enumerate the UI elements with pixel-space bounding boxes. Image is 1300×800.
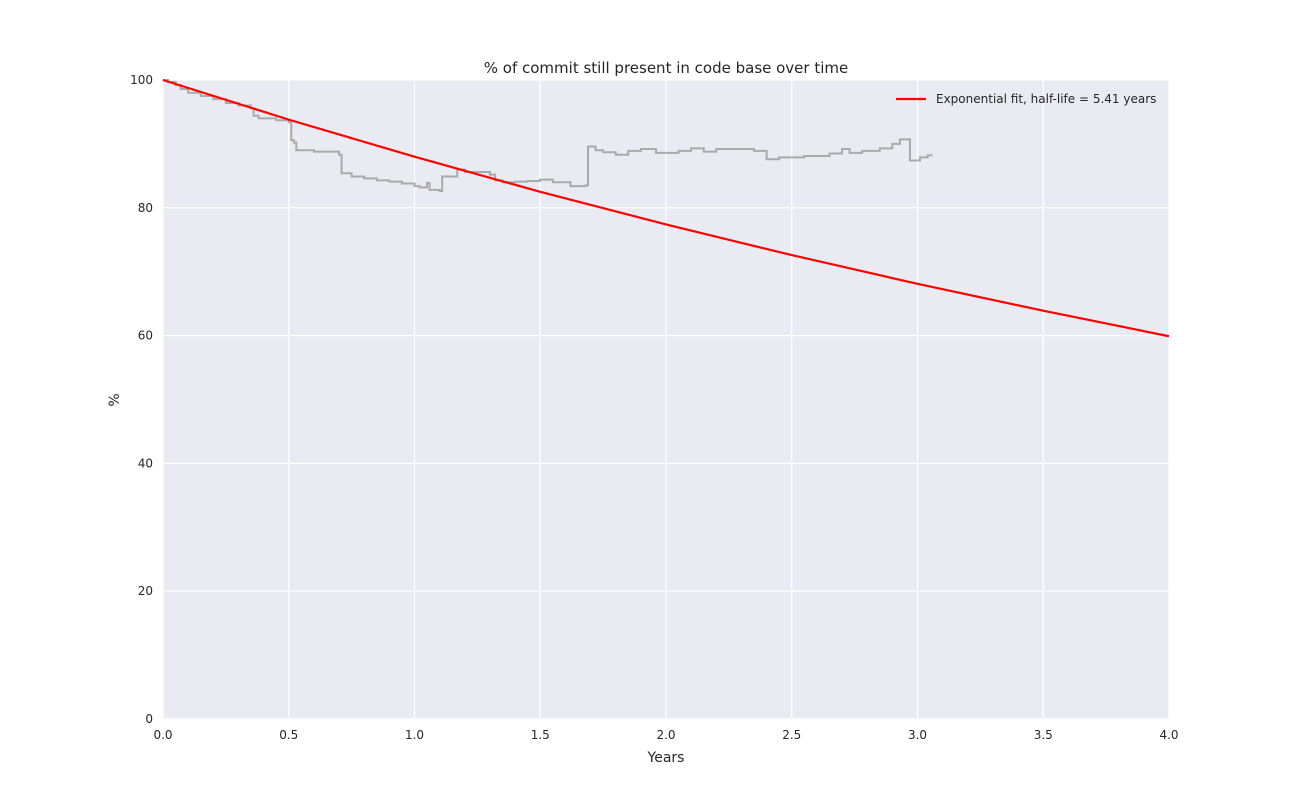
x-tick-label: 4.0 <box>1159 728 1178 742</box>
y-tick-label: 80 <box>138 201 153 215</box>
chart-title: % of commit still present in code base o… <box>484 59 848 77</box>
x-tick-label: 0.5 <box>279 728 298 742</box>
exponential-fit-line <box>162 78 1170 338</box>
series-layer <box>162 78 1170 338</box>
y-tick-label: 100 <box>130 73 153 87</box>
x-tick-label: 0.0 <box>153 728 172 742</box>
y-tick-label: 40 <box>138 456 153 470</box>
x-tick-label: 3.5 <box>1034 728 1053 742</box>
legend: Exponential fit, half-life = 5.41 years <box>896 92 1156 106</box>
x-axis-label: Years <box>647 750 685 766</box>
x-tick-label: 1.0 <box>405 728 424 742</box>
x-tick-label: 1.5 <box>531 728 550 742</box>
x-axis-ticks: 0.0 0.5 1.0 1.5 2.0 2.5 3.0 3.5 4.0 <box>153 728 1178 742</box>
commit-retention-line <box>163 79 933 193</box>
y-tick-label: 60 <box>138 329 153 343</box>
x-tick-label: 2.5 <box>782 728 801 742</box>
y-axis-label: % <box>107 393 123 406</box>
y-axis-ticks: 0 20 40 60 80 100 <box>130 73 153 726</box>
legend-label: Exponential fit, half-life = 5.41 years <box>936 92 1156 106</box>
x-tick-label: 3.0 <box>908 728 927 742</box>
y-tick-label: 0 <box>145 712 153 726</box>
x-tick-label: 2.0 <box>656 728 675 742</box>
y-tick-label: 20 <box>138 584 153 598</box>
